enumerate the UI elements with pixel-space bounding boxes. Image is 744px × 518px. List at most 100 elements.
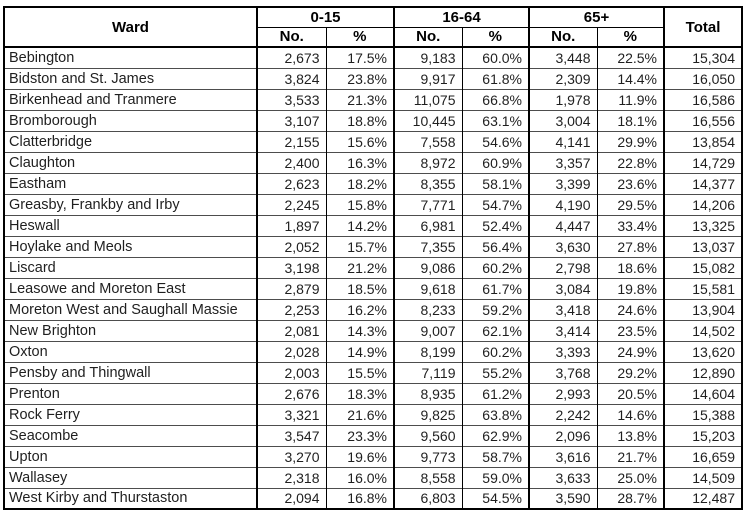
value-cell-total: 14,729 bbox=[663, 151, 743, 173]
ward-name-cell: New Brighton bbox=[4, 319, 257, 341]
ward-name-cell: Greasby, Frankby and Irby bbox=[4, 193, 257, 215]
value-cell-0-15-no: 3,270 bbox=[256, 445, 326, 467]
value-cell-65plus-no: 3,616 bbox=[528, 445, 597, 467]
ward-name-cell: Heswall bbox=[4, 214, 257, 236]
table-row: Clatterbridge 2,155 15.6% 7,558 54.6% 4,… bbox=[4, 130, 743, 152]
table-row: Oxton 2,028 14.9% 8,199 60.2% 3,393 24.9… bbox=[4, 340, 743, 362]
ward-name-cell: West Kirby and Thurstaston bbox=[4, 487, 257, 509]
value-cell-0-15-pct: 19.6% bbox=[325, 445, 394, 467]
value-cell-16-64-no: 7,771 bbox=[393, 193, 462, 215]
value-cell-0-15-no: 2,253 bbox=[256, 298, 326, 320]
ward-name-cell: Bebington bbox=[9, 49, 75, 66]
ward-name-cell: Upton bbox=[4, 445, 257, 467]
value-cell-65plus-no: 1,978 bbox=[528, 88, 597, 110]
value-cell-16-64-pct: 54.6% bbox=[461, 130, 529, 152]
value-cell-16-64-pct: 60.9% bbox=[461, 151, 529, 173]
ward-column-header: Ward bbox=[4, 7, 257, 48]
value-cell-65plus-pct: 13.8% bbox=[596, 424, 665, 446]
value-cell-0-15-pct: 21.6% bbox=[325, 403, 394, 425]
value-cell-0-15-no: 3,547 bbox=[256, 424, 326, 446]
value-cell-0-15-no: 3,198 bbox=[256, 256, 326, 278]
value-cell-65plus-pct: 24.6% bbox=[596, 298, 665, 320]
value-cell-total: 14,502 bbox=[663, 319, 743, 341]
value-cell-total: 16,659 bbox=[663, 445, 743, 467]
value-cell-65plus-pct: 21.7% bbox=[596, 445, 665, 467]
value-cell-0-15-no: 2,318 bbox=[256, 466, 326, 488]
table-row: Prenton 2,676 18.3% 8,935 61.2% 2,993 20… bbox=[4, 382, 743, 404]
subheader-pct-65plus: % bbox=[596, 27, 665, 48]
ward-name-cell: Seacombe bbox=[4, 424, 257, 446]
value-cell-65plus-no: 3,084 bbox=[528, 277, 597, 299]
ward-name-cell: Pensby and Thingwall bbox=[4, 361, 257, 383]
ward-population-table: Ward 0-15 16-64 65+ Total No. % No. % No… bbox=[3, 6, 744, 510]
value-cell-0-15-pct: 15.6% bbox=[325, 130, 394, 152]
value-cell-65plus-no: 3,633 bbox=[528, 466, 597, 488]
value-cell-total: 13,854 bbox=[663, 130, 743, 152]
value-cell-16-64-pct: 63.1% bbox=[461, 109, 529, 131]
ward-name-cell: Bromborough bbox=[4, 109, 257, 131]
value-cell-16-64-pct: 62.9% bbox=[461, 424, 529, 446]
table-row: New Brighton 2,081 14.3% 9,007 62.1% 3,4… bbox=[4, 319, 743, 341]
value-cell-65plus-pct: 22.8% bbox=[596, 151, 665, 173]
value-cell-0-15-no: 2,081 bbox=[256, 319, 326, 341]
value-cell-65plus-no: 3,357 bbox=[528, 151, 597, 173]
table-row: Bidston and St. James 3,824 23.8% 9,917 … bbox=[4, 67, 743, 89]
value-cell-16-64-pct: 59.2% bbox=[461, 298, 529, 320]
header-row-groups: Ward 0-15 16-64 65+ Total bbox=[4, 7, 743, 48]
ward-name-cell: Moreton West and Saughall Massie bbox=[4, 298, 257, 320]
value-cell-16-64-pct: 58.1% bbox=[461, 172, 529, 194]
value-cell-total: 16,556 bbox=[663, 109, 743, 131]
value-cell-16-64-no: 8,558 bbox=[393, 466, 462, 488]
value-cell-0-15-no: 3,321 bbox=[256, 403, 326, 425]
table-row: Greasby, Frankby and Irby 2,245 15.8% 7,… bbox=[4, 193, 743, 215]
table-row: Bebington 2,673 17.5% 9,183 60.0% 3,448 … bbox=[4, 47, 743, 68]
table-row: Upton 3,270 19.6% 9,773 58.7% 3,616 21.7… bbox=[4, 445, 743, 467]
value-cell-0-15-pct: 14.2% bbox=[325, 214, 394, 236]
value-cell-16-64-no: 8,935 bbox=[393, 382, 462, 404]
value-cell-16-64-pct: 54.7% bbox=[461, 193, 529, 215]
value-cell-0-15-pct: 18.8% bbox=[325, 109, 394, 131]
value-cell-65plus-no: 3,414 bbox=[528, 319, 597, 341]
value-cell-65plus-no: 3,393 bbox=[528, 340, 597, 362]
table-row: Eastham 2,623 18.2% 8,355 58.1% 3,399 23… bbox=[4, 172, 743, 194]
value-cell-65plus-pct: 14.4% bbox=[596, 67, 665, 89]
value-cell-65plus-no: 2,096 bbox=[528, 424, 597, 446]
value-cell-65plus-no: 4,141 bbox=[528, 130, 597, 152]
ward-name-cell: Bidston and St. James bbox=[4, 67, 257, 89]
ward-name-cell: Rock Ferry bbox=[4, 403, 257, 425]
value-cell-16-64-pct: 61.2% bbox=[461, 382, 529, 404]
value-cell-65plus-pct: 25.0% bbox=[596, 466, 665, 488]
value-cell-total: 16,050 bbox=[663, 67, 743, 89]
value-cell-0-15-no: 2,400 bbox=[256, 151, 326, 173]
value-cell-65plus-no: 3,004 bbox=[528, 109, 597, 131]
value-cell-0-15-no: 2,245 bbox=[256, 193, 326, 215]
value-cell-65plus-pct: 29.2% bbox=[596, 361, 665, 383]
value-cell-65plus-pct: 33.4% bbox=[596, 214, 665, 236]
value-cell-65plus-no: 4,190 bbox=[528, 193, 597, 215]
header-row-subcolumns: No. % No. % No. % bbox=[4, 27, 742, 48]
value-cell-16-64-no: 8,355 bbox=[393, 172, 462, 194]
value-cell-total: 15,304 bbox=[663, 47, 743, 68]
value-cell-0-15-no: 2,052 bbox=[256, 235, 326, 257]
value-cell-16-64-no: 6,803 bbox=[393, 487, 462, 509]
value-cell-0-15-pct: 16.3% bbox=[325, 151, 394, 173]
table-row: Hoylake and Meols 2,052 15.7% 7,355 56.4… bbox=[4, 235, 743, 257]
subheader-no-65plus: No. bbox=[528, 27, 597, 48]
value-cell-0-15-pct: 23.8% bbox=[325, 67, 394, 89]
value-cell-0-15-no: 2,094 bbox=[256, 487, 326, 509]
value-cell-65plus-pct: 29.5% bbox=[596, 193, 665, 215]
ward-name-cell: Liscard bbox=[4, 256, 257, 278]
value-cell-16-64-pct: 60.2% bbox=[461, 340, 529, 362]
ward-name-cell: Oxton bbox=[4, 340, 257, 362]
value-cell-65plus-no: 3,630 bbox=[528, 235, 597, 257]
value-cell-16-64-no: 6,981 bbox=[393, 214, 462, 236]
value-cell-16-64-no: 7,119 bbox=[393, 361, 462, 383]
value-cell-65plus-no: 2,993 bbox=[528, 382, 597, 404]
value-cell-65plus-pct: 23.6% bbox=[596, 172, 665, 194]
value-cell-16-64-pct: 61.7% bbox=[461, 277, 529, 299]
value-cell-0-15-pct: 15.7% bbox=[325, 235, 394, 257]
value-cell-0-15-pct: 23.3% bbox=[325, 424, 394, 446]
value-cell-total: 16,586 bbox=[663, 88, 743, 110]
value-cell-16-64-no: 9,773 bbox=[393, 445, 462, 467]
value-cell-16-64-no: 9,825 bbox=[393, 403, 462, 425]
